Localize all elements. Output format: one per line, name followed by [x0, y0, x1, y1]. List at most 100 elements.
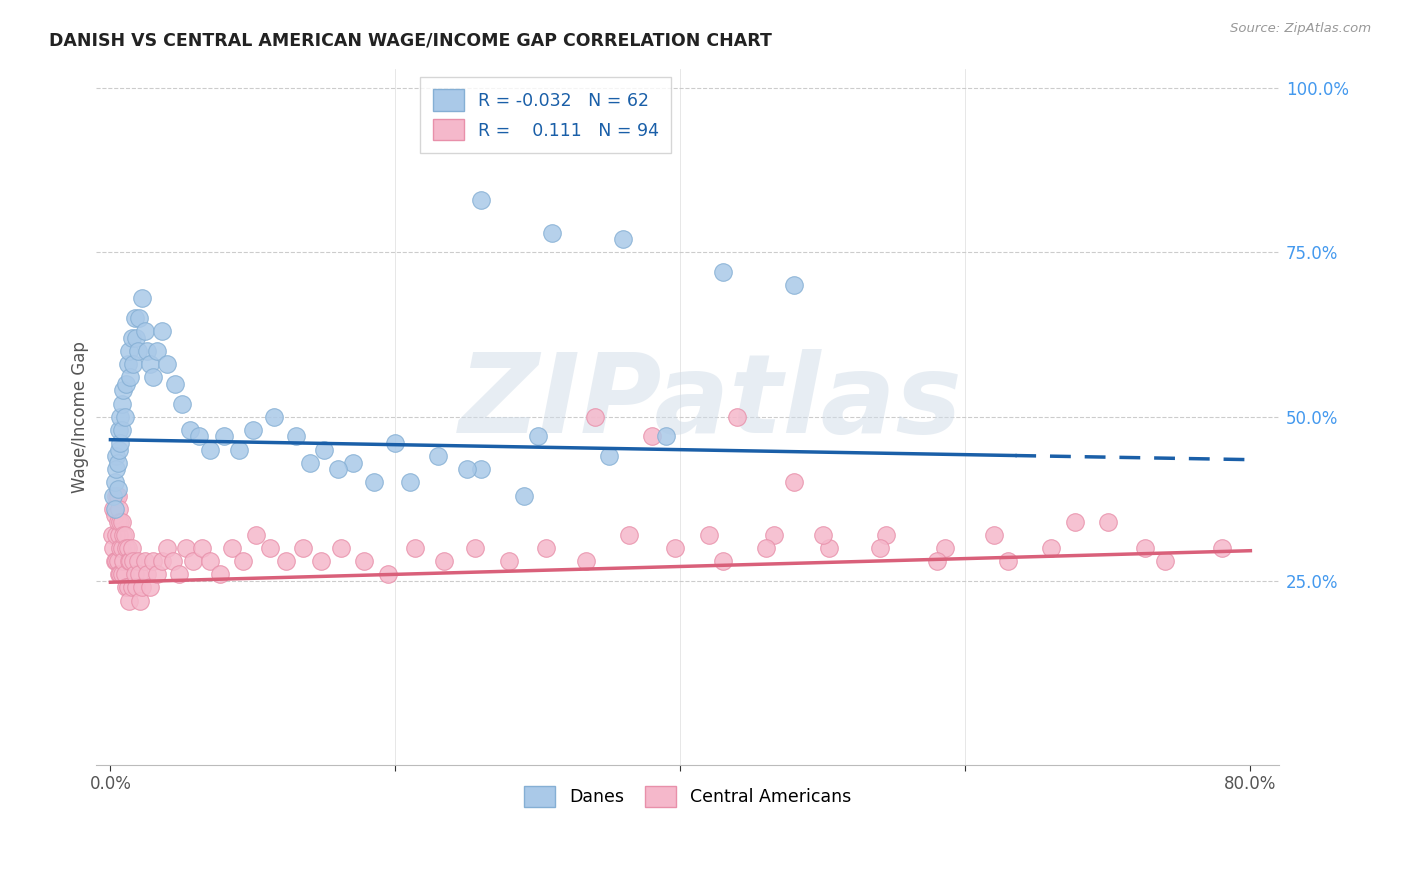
Point: [198, 442, 221, 457]
Point: [112, 554, 135, 568]
Point: [120, 554, 142, 568]
Point: [118, 343, 141, 358]
Point: [427, 449, 450, 463]
Point: [384, 436, 406, 450]
Point: [1211, 541, 1233, 555]
Point: [783, 475, 806, 490]
Point: [342, 456, 364, 470]
Point: [274, 554, 297, 568]
Point: [105, 554, 128, 568]
Point: [470, 193, 492, 207]
Point: [174, 541, 197, 555]
Point: [103, 541, 125, 555]
Point: [105, 489, 128, 503]
Point: [107, 456, 129, 470]
Point: [575, 554, 598, 568]
Point: [311, 554, 333, 568]
Point: [108, 442, 131, 457]
Point: [108, 528, 131, 542]
Point: [136, 343, 159, 358]
Point: [245, 528, 267, 542]
Point: [187, 429, 209, 443]
Point: [121, 541, 143, 555]
Point: [105, 449, 128, 463]
Point: [198, 554, 221, 568]
Point: [125, 331, 148, 345]
Point: [263, 409, 285, 424]
Point: [512, 489, 534, 503]
Point: [118, 593, 141, 607]
Point: [114, 528, 136, 542]
Point: [228, 442, 250, 457]
Point: [107, 554, 129, 568]
Point: [105, 528, 128, 542]
Point: [108, 501, 131, 516]
Point: [108, 567, 131, 582]
Point: [103, 501, 125, 516]
Point: [111, 515, 134, 529]
Point: [398, 475, 420, 490]
Point: [104, 475, 127, 490]
Point: [291, 541, 314, 555]
Point: [330, 541, 353, 555]
Point: [124, 567, 146, 582]
Point: [536, 541, 558, 555]
Point: [377, 567, 399, 582]
Legend: Danes, Central Americans: Danes, Central Americans: [515, 777, 860, 815]
Point: [110, 567, 132, 582]
Point: [121, 581, 143, 595]
Point: [433, 554, 456, 568]
Point: [115, 581, 138, 595]
Point: [404, 541, 426, 555]
Point: [136, 567, 159, 582]
Point: [167, 567, 190, 582]
Text: ZIPatlas: ZIPatlas: [460, 350, 963, 457]
Point: [470, 462, 492, 476]
Point: [117, 357, 139, 371]
Point: [527, 429, 550, 443]
Point: [162, 554, 184, 568]
Point: [127, 343, 149, 358]
Point: [107, 482, 129, 496]
Point: [725, 409, 748, 424]
Point: [117, 581, 139, 595]
Point: [314, 442, 336, 457]
Point: [232, 554, 254, 568]
Point: [259, 541, 281, 555]
Point: [284, 429, 307, 443]
Point: [110, 409, 132, 424]
Point: [221, 541, 243, 555]
Point: [112, 528, 135, 542]
Point: [541, 226, 564, 240]
Point: [122, 357, 145, 371]
Point: [617, 528, 640, 542]
Text: DANISH VS CENTRAL AMERICAN WAGE/INCOME GAP CORRELATION CHART: DANISH VS CENTRAL AMERICAN WAGE/INCOME G…: [49, 31, 772, 49]
Point: [869, 541, 891, 555]
Y-axis label: Wage/Income Gap: Wage/Income Gap: [72, 341, 89, 492]
Point: [150, 554, 173, 568]
Point: [104, 501, 127, 516]
Point: [114, 567, 136, 582]
Point: [875, 528, 897, 542]
Point: [242, 423, 264, 437]
Point: [111, 567, 134, 582]
Point: [190, 541, 212, 555]
Point: [110, 541, 132, 555]
Point: [142, 554, 165, 568]
Point: [163, 376, 186, 391]
Point: [105, 462, 128, 476]
Point: [328, 462, 350, 476]
Point: [124, 311, 146, 326]
Point: [711, 554, 734, 568]
Point: [134, 324, 156, 338]
Point: [641, 429, 664, 443]
Point: [127, 554, 149, 568]
Point: [128, 567, 150, 582]
Point: [498, 554, 520, 568]
Point: [664, 541, 686, 555]
Point: [181, 554, 204, 568]
Point: [1154, 554, 1177, 568]
Point: [115, 541, 138, 555]
Point: [1133, 541, 1156, 555]
Point: [598, 449, 620, 463]
